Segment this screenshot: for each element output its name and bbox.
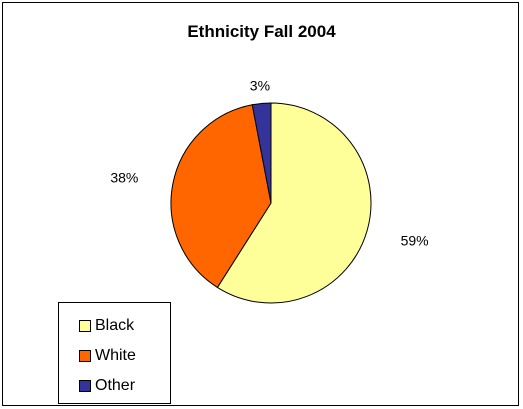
legend-swatch-white — [79, 350, 91, 362]
legend-label-black: Black — [95, 317, 135, 334]
data-label-other: 3% — [250, 78, 270, 94]
legend-label-white: White — [95, 347, 136, 364]
pie-slice-other — [251, 102, 272, 204]
legend-item-other: Other — [59, 371, 170, 401]
pie-slice-white — [170, 104, 272, 289]
legend-item-black: Black — [59, 311, 170, 341]
chart-frame — [2, 2, 519, 406]
legend-swatch-black — [79, 320, 91, 332]
chart-title: Ethnicity Fall 2004 — [187, 22, 336, 41]
legend-item-white: White — [59, 341, 170, 371]
legend-label-other: Other — [95, 377, 136, 394]
legend: Black White Other — [58, 302, 171, 404]
legend-swatch-other — [79, 380, 91, 392]
data-label-black: 59% — [401, 233, 429, 249]
data-label-white: 38% — [110, 170, 138, 186]
pie-slice-black — [216, 102, 372, 304]
